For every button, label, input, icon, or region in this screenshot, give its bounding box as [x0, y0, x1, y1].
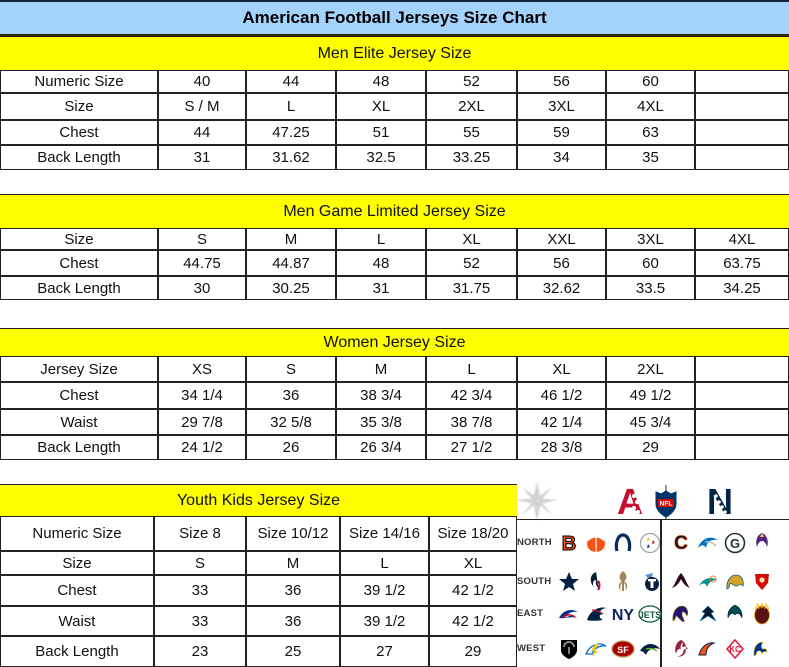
svg-text:G: G	[729, 536, 739, 551]
svg-text:JETS: JETS	[638, 610, 661, 620]
svg-text:NFL: NFL	[660, 500, 673, 507]
svg-text:SF: SF	[617, 645, 629, 655]
svg-text:B: B	[561, 533, 575, 555]
svg-text:C: C	[674, 533, 688, 554]
svg-text:NY: NY	[611, 607, 634, 624]
svg-text:KC: KC	[729, 645, 741, 654]
